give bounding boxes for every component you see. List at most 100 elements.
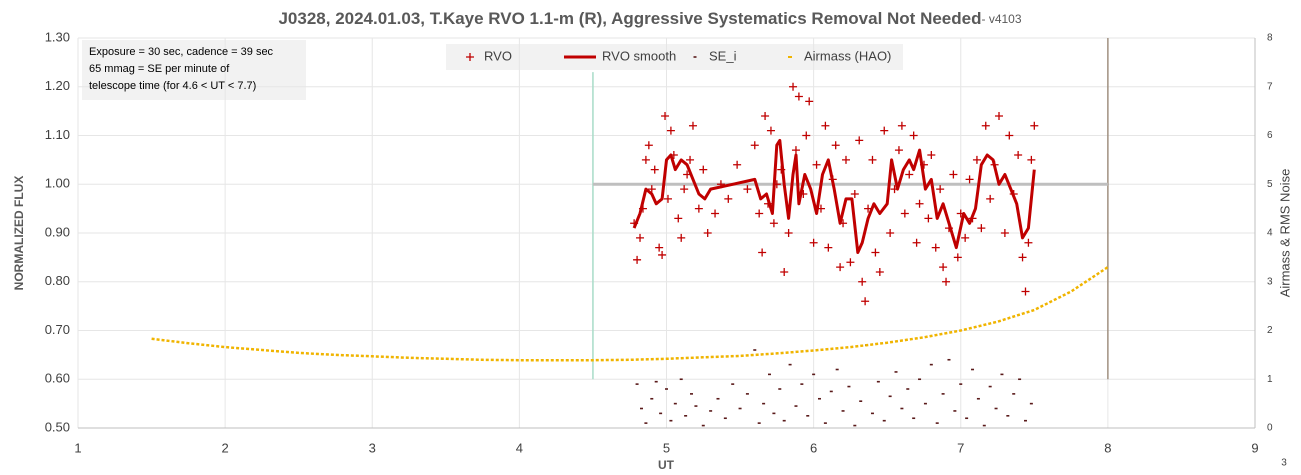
y2-axis-label: Airmass & RMS Noise bbox=[1277, 169, 1292, 298]
annotation-box bbox=[82, 40, 306, 100]
data-point bbox=[805, 97, 814, 106]
data-point bbox=[858, 277, 867, 286]
data-point bbox=[831, 141, 840, 150]
y2-tick-label: 7 bbox=[1267, 81, 1273, 92]
data-point bbox=[846, 258, 855, 267]
data-point bbox=[658, 250, 667, 259]
data-point bbox=[1000, 229, 1009, 237]
data-point bbox=[688, 121, 697, 130]
data-point bbox=[789, 82, 798, 91]
data-point bbox=[942, 277, 951, 286]
data-point bbox=[841, 155, 850, 164]
annotation-text: 65 mmag = SE per minute of bbox=[89, 63, 230, 75]
data-point bbox=[931, 243, 940, 252]
y2-tick-label: 6 bbox=[1267, 130, 1273, 141]
legend-label: SE_i bbox=[709, 48, 737, 63]
data-point bbox=[1027, 155, 1036, 164]
data-point bbox=[711, 209, 720, 218]
data-point bbox=[936, 185, 945, 194]
smooth-line bbox=[632, 138, 1036, 254]
airmass-line bbox=[151, 266, 1109, 362]
data-point bbox=[824, 243, 833, 252]
data-point bbox=[812, 160, 821, 169]
data-point bbox=[666, 126, 675, 135]
data-point bbox=[855, 136, 864, 145]
data-point bbox=[868, 155, 877, 164]
x-tick-label: 7 bbox=[957, 440, 964, 455]
data-point bbox=[755, 209, 764, 218]
annotation-text: telescope time (for 4.6 < UT < 7.7) bbox=[89, 80, 256, 92]
data-point bbox=[743, 185, 752, 194]
data-point bbox=[953, 253, 962, 262]
x-tick-label: 4 bbox=[516, 440, 523, 455]
data-point bbox=[909, 131, 918, 140]
data-point bbox=[981, 121, 990, 130]
y-tick-label: 0.50 bbox=[45, 419, 70, 434]
x-tick-label: 6 bbox=[810, 440, 817, 455]
data-point bbox=[641, 155, 650, 164]
y2-tick-label: 1 bbox=[1267, 374, 1273, 385]
data-point bbox=[1021, 287, 1030, 296]
legend-box bbox=[446, 44, 903, 70]
y2-tick-label: 3 bbox=[1267, 276, 1273, 287]
data-point bbox=[663, 194, 672, 203]
data-point bbox=[809, 238, 818, 247]
data-point bbox=[794, 92, 803, 101]
data-point bbox=[750, 141, 759, 150]
y-tick-label: 1.00 bbox=[45, 176, 70, 191]
data-point bbox=[791, 146, 800, 155]
data-point bbox=[674, 214, 683, 223]
data-point bbox=[965, 175, 974, 184]
data-point bbox=[703, 229, 712, 237]
data-point bbox=[986, 194, 995, 203]
data-point bbox=[961, 233, 970, 242]
data-point bbox=[894, 146, 903, 155]
y2-tick-label: 5 bbox=[1267, 179, 1273, 190]
data-point bbox=[995, 112, 1003, 120]
data-point bbox=[871, 248, 880, 257]
data-point bbox=[636, 233, 645, 242]
y-tick-label: 1.30 bbox=[45, 29, 70, 44]
data-point bbox=[821, 121, 830, 130]
y-tick-label: 1.10 bbox=[45, 127, 70, 142]
data-point bbox=[977, 224, 986, 233]
data-point bbox=[780, 268, 789, 276]
data-point bbox=[972, 155, 981, 164]
x-tick-label: 3 bbox=[369, 440, 376, 455]
data-point bbox=[647, 185, 656, 194]
y2-tick-label: 8 bbox=[1267, 33, 1273, 44]
data-point bbox=[694, 204, 703, 213]
data-point bbox=[655, 243, 664, 252]
legend-label: Airmass (HAO) bbox=[804, 48, 891, 63]
data-point bbox=[924, 214, 933, 223]
annotation-text: Exposure = 30 sec, cadence = 39 sec bbox=[89, 46, 274, 58]
title-main: J0328, 2024.01.03, T.Kaye RVO 1.1-m (R),… bbox=[278, 9, 981, 28]
y-tick-label: 1.20 bbox=[45, 78, 70, 93]
data-point bbox=[784, 229, 793, 237]
data-point bbox=[802, 131, 811, 140]
data-point bbox=[850, 190, 859, 198]
data-point bbox=[686, 155, 695, 164]
y-tick-label: 0.90 bbox=[45, 224, 70, 239]
data-point bbox=[650, 165, 659, 174]
data-point bbox=[1024, 238, 1033, 247]
data-point bbox=[644, 141, 653, 150]
x-tick-label: 8 bbox=[1104, 440, 1111, 455]
data-point bbox=[900, 209, 909, 218]
y-tick-label: 0.70 bbox=[45, 322, 70, 337]
data-point bbox=[915, 199, 924, 208]
corner-label: 3 bbox=[1281, 458, 1287, 469]
data-point bbox=[912, 238, 921, 247]
data-point bbox=[836, 263, 845, 272]
data-point bbox=[699, 165, 708, 174]
x-axis-label: UT bbox=[658, 458, 675, 472]
y2-tick-label: 4 bbox=[1267, 228, 1273, 239]
y-axis-label: NORMALIZED FLUX bbox=[12, 176, 26, 291]
x-tick-label: 2 bbox=[222, 440, 229, 455]
data-point bbox=[661, 112, 670, 120]
data-point bbox=[724, 194, 733, 203]
data-point bbox=[897, 121, 906, 130]
data-point bbox=[927, 151, 936, 159]
data-point bbox=[880, 126, 889, 135]
data-point bbox=[905, 170, 914, 179]
